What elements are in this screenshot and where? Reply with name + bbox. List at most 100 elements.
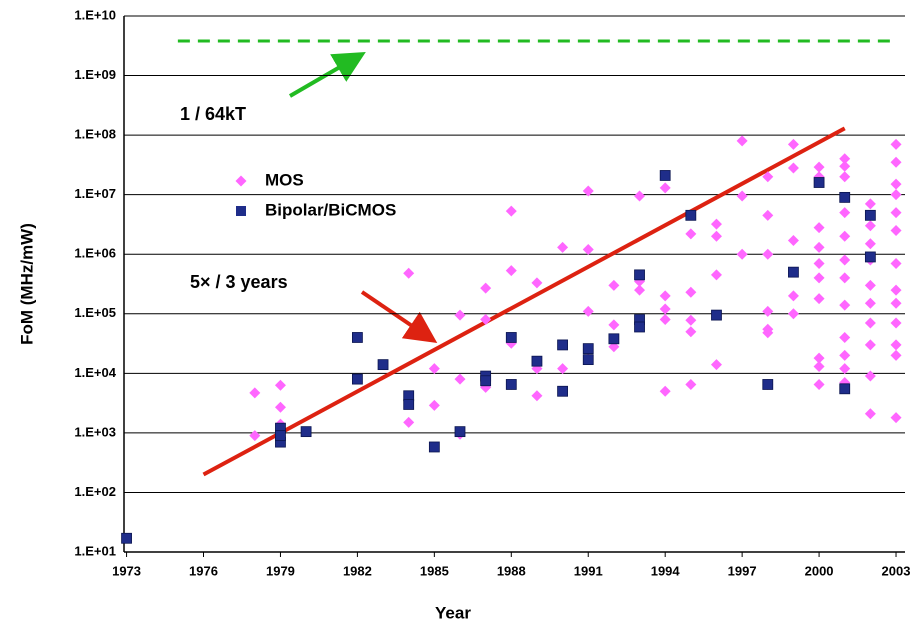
point: [813, 378, 825, 390]
point: [505, 265, 517, 277]
point: [403, 399, 415, 410]
point: [839, 254, 851, 266]
point: [608, 333, 620, 345]
point: [839, 191, 851, 203]
point: [274, 379, 286, 391]
x-tick-label: 2000: [805, 563, 834, 578]
point: [890, 156, 902, 168]
point: [685, 326, 697, 338]
point: [839, 272, 851, 284]
point: [864, 251, 876, 263]
point: [890, 339, 902, 351]
point: [864, 209, 876, 221]
legend-marker: [235, 175, 247, 187]
x-tick-label: 1991: [574, 563, 603, 578]
point: [787, 234, 799, 246]
point: [557, 339, 568, 351]
point: [428, 399, 440, 411]
point: [352, 332, 363, 343]
point: [839, 349, 851, 361]
point: [531, 390, 543, 402]
y-tick-label: 1.E+04: [74, 365, 116, 380]
point: [711, 309, 722, 321]
point: [454, 426, 466, 438]
point: [736, 135, 748, 147]
point: [249, 387, 261, 399]
point: [839, 153, 851, 165]
y-tick-label: 1.E+07: [74, 186, 116, 201]
point: [839, 299, 851, 311]
point: [736, 248, 748, 260]
point: [788, 266, 799, 278]
point: [685, 378, 697, 390]
point: [377, 359, 389, 371]
point: [890, 412, 902, 424]
x-tick-label: 1985: [420, 563, 449, 578]
point: [634, 269, 645, 281]
x-tick-label: 1976: [189, 563, 218, 578]
point: [659, 182, 671, 194]
point: [762, 379, 774, 390]
point: [787, 290, 799, 302]
point: [813, 161, 825, 173]
annotation: 5× / 3 years: [190, 272, 288, 292]
point: [659, 314, 671, 326]
legend-marker: [236, 206, 246, 216]
point: [864, 339, 876, 351]
point: [531, 277, 543, 289]
point: [608, 319, 620, 331]
point: [813, 241, 825, 253]
point: [736, 190, 748, 202]
point: [839, 207, 851, 219]
reference-line: [202, 126, 846, 477]
y-tick-label: 1.E+08: [74, 127, 116, 142]
point: [531, 355, 543, 367]
point: [787, 138, 799, 150]
point: [710, 359, 722, 371]
point: [659, 170, 671, 181]
point: [813, 257, 825, 269]
y-tick-label: 1.E+09: [74, 67, 116, 82]
point: [659, 290, 671, 302]
point: [890, 225, 902, 237]
point: [634, 321, 645, 333]
point: [813, 177, 825, 188]
point: [557, 385, 568, 397]
point: [813, 352, 825, 364]
point: [249, 430, 261, 442]
point: [582, 185, 594, 197]
point: [403, 416, 415, 428]
point: [813, 222, 825, 234]
point: [813, 293, 825, 305]
point: [634, 190, 646, 202]
y-axis-title: FoM (MHz/mW): [17, 223, 36, 345]
point: [890, 297, 902, 309]
point: [480, 375, 492, 387]
point: [454, 373, 466, 385]
point: [839, 171, 851, 183]
point: [890, 257, 902, 269]
point: [839, 230, 851, 242]
point: [890, 207, 902, 219]
x-axis-title: Year: [435, 603, 471, 622]
y-tick-label: 1.E+01: [74, 543, 116, 558]
point: [762, 327, 774, 339]
point: [890, 178, 902, 190]
point: [710, 218, 722, 230]
x-tick-label: 1988: [497, 563, 526, 578]
point: [557, 363, 569, 375]
point: [813, 361, 825, 373]
point: [582, 244, 594, 256]
y-tick-label: 1.E+10: [74, 7, 116, 22]
point: [710, 230, 722, 242]
point: [839, 331, 851, 343]
annotation: 1 / 64kT: [180, 104, 246, 124]
point: [685, 209, 697, 221]
point: [890, 138, 902, 150]
point: [864, 220, 876, 232]
x-tick-label: 1994: [651, 563, 681, 578]
point: [685, 314, 697, 326]
point: [787, 162, 799, 174]
x-tick-label: 1973: [112, 563, 141, 578]
